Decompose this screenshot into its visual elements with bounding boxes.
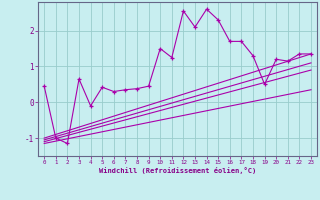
X-axis label: Windchill (Refroidissement éolien,°C): Windchill (Refroidissement éolien,°C)	[99, 167, 256, 174]
